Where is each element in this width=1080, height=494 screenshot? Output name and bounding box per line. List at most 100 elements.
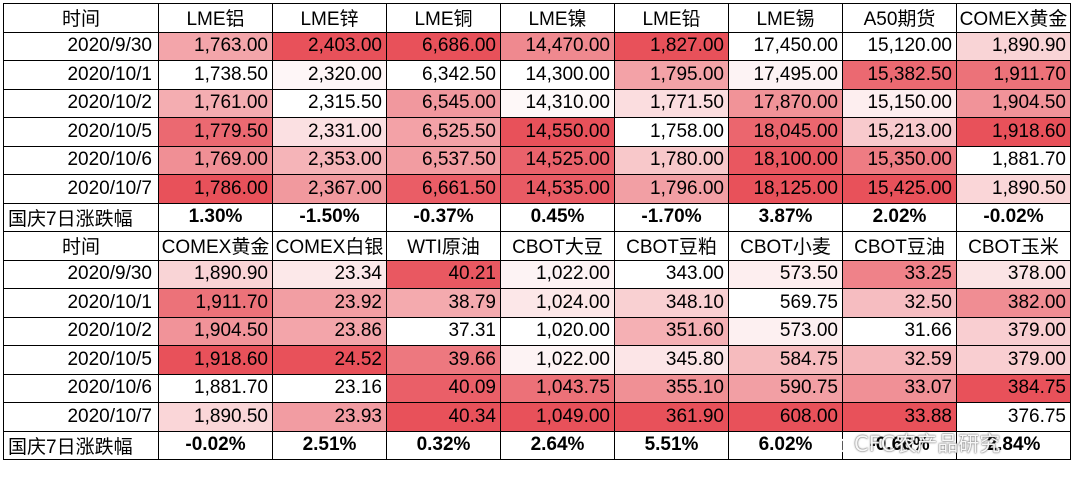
value-cell: 348.10 xyxy=(614,288,729,318)
value-cell: 1,043.75 xyxy=(500,373,615,403)
date-cell: 2020/10/1 xyxy=(3,288,159,318)
date-cell: 2020/10/5 xyxy=(3,117,159,147)
value-cell: 1,049.00 xyxy=(500,402,615,432)
value-cell: 573.50 xyxy=(728,259,843,289)
value-cell: 23.93 xyxy=(272,402,387,432)
value-cell: 15,150.00 xyxy=(842,88,957,118)
column-header: CBOT玉米 xyxy=(956,231,1071,261)
value-cell: 1,758.00 xyxy=(614,117,729,147)
value-cell: 32.50 xyxy=(842,288,957,318)
value-cell: 18,045.00 xyxy=(728,117,843,147)
value-cell: 2,403.00 xyxy=(272,31,387,61)
column-header: LME镍 xyxy=(500,3,615,33)
value-cell: 355.10 xyxy=(614,373,729,403)
value-cell: 6,537.50 xyxy=(386,145,501,175)
value-cell: 1,827.00 xyxy=(614,31,729,61)
table-row: 2020/10/7 1,786.00 2,367.00 6,661.50 14,535.… xyxy=(3,174,1071,204)
value-cell: 1,786.00 xyxy=(158,174,273,204)
value-cell: 23.92 xyxy=(272,288,387,318)
value-cell: 6,686.00 xyxy=(386,31,501,61)
value-cell: 1,771.50 xyxy=(614,88,729,118)
change-value: 1.30% xyxy=(158,202,273,232)
value-cell: 2,353.00 xyxy=(272,145,387,175)
value-cell: 15,382.50 xyxy=(842,60,957,90)
value-cell: 2,367.00 xyxy=(272,174,387,204)
value-cell: 39.66 xyxy=(386,345,501,375)
date-cell: 2020/9/30 xyxy=(3,259,159,289)
value-cell: 1,020.00 xyxy=(500,316,615,346)
value-cell: 2,320.00 xyxy=(272,60,387,90)
table-row: 2020/10/2 1,904.50 23.86 37.31 1,020.00 351.6… xyxy=(3,316,1071,346)
value-cell: 2,315.50 xyxy=(272,88,387,118)
value-cell: 1,769.00 xyxy=(158,145,273,175)
value-cell: 14,310.00 xyxy=(500,88,615,118)
value-cell: 382.00 xyxy=(956,288,1071,318)
column-header: CBOT豆油 xyxy=(842,231,957,261)
value-cell: 1,881.70 xyxy=(158,373,273,403)
value-cell: 1,024.00 xyxy=(500,288,615,318)
column-header: COMEX黄金 xyxy=(956,3,1071,33)
table-row: 2020/10/5 1,779.50 2,331.00 6,525.50 14,550.… xyxy=(3,117,1071,147)
value-cell: 1,890.90 xyxy=(956,31,1071,61)
value-cell: 24.52 xyxy=(272,345,387,375)
value-cell: 584.75 xyxy=(728,345,843,375)
change-label: 国庆7日涨跌幅 xyxy=(3,430,159,460)
column-header: LME铝 xyxy=(158,3,273,33)
change-value: 5.51% xyxy=(614,430,729,460)
change-value: 6.02% xyxy=(728,430,843,460)
change-row: 国庆7日涨跌幅 1.30% -1.50% -0.37% 0.45% -1.70% 3.87%… xyxy=(3,202,1071,232)
date-cell: 2020/10/6 xyxy=(3,145,159,175)
value-cell: 17,870.00 xyxy=(728,88,843,118)
change-value: -0.02% xyxy=(158,430,273,460)
value-cell: 6,525.50 xyxy=(386,117,501,147)
column-header: WTI原油 xyxy=(386,231,501,261)
value-cell: 33.25 xyxy=(842,259,957,289)
column-header: LME锌 xyxy=(272,3,387,33)
value-cell: 361.90 xyxy=(614,402,729,432)
value-cell: 351.60 xyxy=(614,316,729,346)
value-cell: 38.79 xyxy=(386,288,501,318)
value-cell: 1,918.60 xyxy=(956,117,1071,147)
table-row: 2020/10/5 1,918.60 24.52 39.66 1,022.00 345.8… xyxy=(3,345,1071,375)
value-cell: 590.75 xyxy=(728,373,843,403)
table-row: 2020/10/1 1,738.50 2,320.00 6,342.50 14,300.… xyxy=(3,60,1071,90)
date-cell: 2020/10/6 xyxy=(3,373,159,403)
change-value: 2.64% xyxy=(500,430,615,460)
column-header: LME锡 xyxy=(728,3,843,33)
value-cell: 15,350.00 xyxy=(842,145,957,175)
date-cell: 2020/10/7 xyxy=(3,402,159,432)
column-header: CBOT豆粕 xyxy=(614,231,729,261)
table-row: 2020/10/6 1,769.00 2,353.00 6,537.50 14,525.… xyxy=(3,145,1071,175)
table-row: 2020/10/1 1,911.70 23.92 38.79 1,024.00 348.1… xyxy=(3,288,1071,318)
table-row: 2020/10/2 1,761.00 2,315.50 6,545.00 14,310.… xyxy=(3,88,1071,118)
value-cell: 14,300.00 xyxy=(500,60,615,90)
value-cell: 14,470.00 xyxy=(500,31,615,61)
value-cell: 343.00 xyxy=(614,259,729,289)
value-cell: 1,022.00 xyxy=(500,345,615,375)
value-cell: 37.31 xyxy=(386,316,501,346)
value-cell: 40.34 xyxy=(386,402,501,432)
value-cell: 23.86 xyxy=(272,316,387,346)
value-cell: 23.16 xyxy=(272,373,387,403)
column-header: COMEX黄金 xyxy=(158,231,273,261)
value-cell: 14,525.00 xyxy=(500,145,615,175)
value-cell: 1,022.00 xyxy=(500,259,615,289)
value-cell: 6,545.00 xyxy=(386,88,501,118)
value-cell: 1,904.50 xyxy=(158,316,273,346)
column-header: COMEX白银 xyxy=(272,231,387,261)
column-header: CBOT大豆 xyxy=(500,231,615,261)
change-value: 2.84% xyxy=(956,430,1071,460)
value-cell: 1,890.50 xyxy=(158,402,273,432)
value-cell: 569.75 xyxy=(728,288,843,318)
value-cell: 1,918.60 xyxy=(158,345,273,375)
column-header: CBOT小麦 xyxy=(728,231,843,261)
value-cell: 1,738.50 xyxy=(158,60,273,90)
change-value: -0.02% xyxy=(956,202,1071,232)
table-row: 2020/10/7 1,890.50 23.93 40.34 1,049.00 361.9… xyxy=(3,402,1071,432)
value-cell: 2,331.00 xyxy=(272,117,387,147)
table-row: 2020/10/6 1,881.70 23.16 40.09 1,043.75 355.1… xyxy=(3,373,1071,403)
price-table: 时间 LME铝 LME锌 LME铜 LME镍 LME铅 LME锡 A50期货 COMEX黄金 20… xyxy=(3,3,1071,460)
value-cell: 33.07 xyxy=(842,373,957,403)
value-cell: 32.59 xyxy=(842,345,957,375)
change-value: 0.45% xyxy=(500,202,615,232)
